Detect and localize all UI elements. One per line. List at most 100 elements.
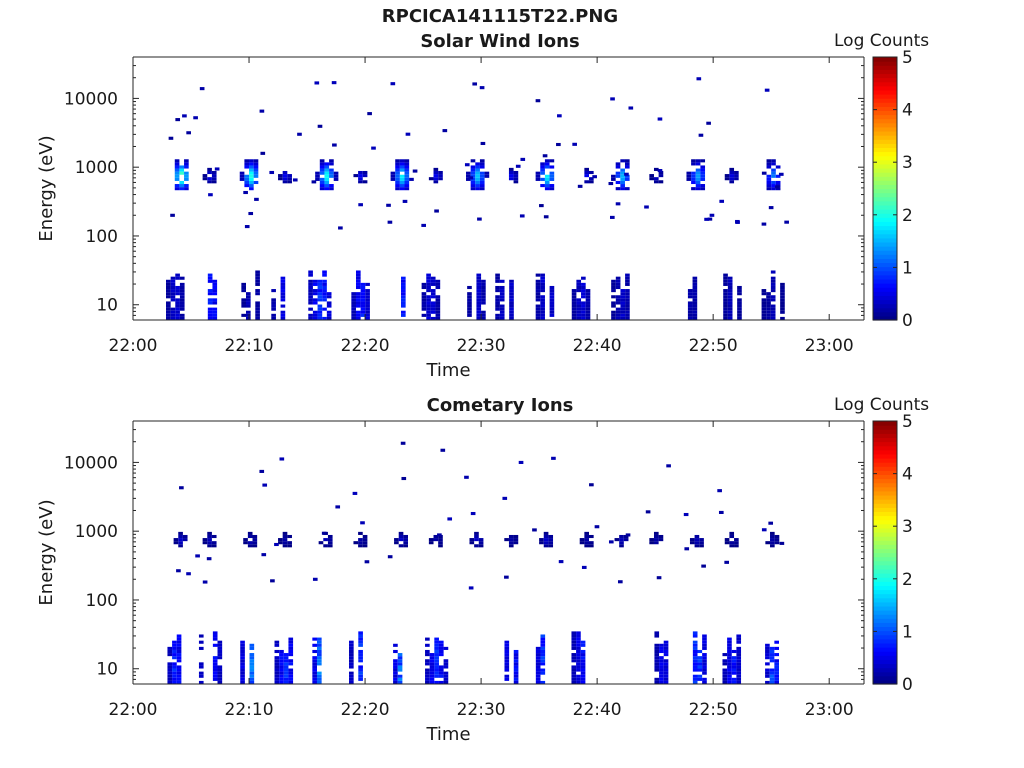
heatmap-cell — [326, 316, 332, 320]
heatmap-cell — [433, 167, 439, 171]
colorbar-swatch — [873, 106, 897, 112]
heatmap-cell — [625, 310, 630, 314]
x-tick-label: 22:20 — [341, 700, 390, 720]
heatmap-cell — [252, 538, 258, 542]
heatmap-cell — [611, 279, 616, 283]
heatmap-cell — [308, 279, 313, 283]
heatmap-cell — [360, 289, 366, 293]
heatmap-cell — [421, 298, 427, 302]
heatmap-cell — [540, 177, 545, 181]
heatmap-cell — [283, 656, 289, 660]
heatmap-cell — [467, 301, 472, 305]
heatmap-cell — [167, 653, 173, 657]
heatmap-cell — [438, 170, 443, 175]
heatmap-cell — [176, 653, 182, 657]
heatmap-cell — [654, 643, 660, 647]
heatmap-cell — [780, 295, 785, 299]
heatmap-cell — [549, 301, 555, 305]
heatmap-cell — [403, 544, 408, 548]
heatmap-cell — [659, 656, 664, 660]
heatmap-cell — [535, 677, 541, 681]
heatmap-cell — [308, 282, 313, 286]
heatmap-cell — [544, 180, 550, 185]
heatmap-cell — [736, 653, 742, 657]
heatmap-cell — [766, 304, 771, 308]
heatmap-cell — [212, 674, 218, 678]
heatmap-cell — [176, 646, 182, 650]
heatmap-cell — [168, 136, 174, 140]
heatmap-cell — [434, 668, 439, 672]
heatmap-cell — [736, 656, 742, 660]
heatmap-cell — [615, 295, 621, 299]
heatmap-cell — [701, 564, 706, 568]
heatmap-cell — [535, 282, 541, 286]
heatmap-cell — [312, 656, 317, 660]
heatmap-cell — [774, 668, 780, 672]
heatmap-cell — [312, 680, 317, 684]
heatmap-cell — [479, 165, 485, 169]
heatmap-cell — [426, 301, 431, 305]
heatmap-cell — [198, 662, 204, 666]
colorbar-tick-label: 1 — [902, 622, 913, 642]
colorbar-swatch — [873, 478, 897, 484]
heatmap-cell — [442, 129, 448, 133]
heatmap-cell — [509, 295, 514, 299]
heatmap-cell — [249, 665, 255, 669]
heatmap-cell — [576, 674, 581, 678]
heatmap-cell — [317, 282, 323, 286]
heatmap-cell — [576, 289, 582, 293]
heatmap-cell — [771, 162, 776, 166]
heatmap-cell — [702, 634, 707, 638]
heatmap-cell — [544, 184, 550, 188]
heatmap-cell — [399, 174, 405, 178]
heatmap-cell — [170, 295, 176, 299]
heatmap-cell — [477, 217, 482, 221]
heatmap-cell — [186, 572, 191, 576]
heatmap-cell — [761, 313, 767, 317]
heatmap-cell — [393, 674, 398, 678]
colorbar-swatch — [873, 237, 897, 243]
heatmap-cell — [287, 544, 292, 548]
heatmap-cell — [316, 674, 322, 678]
heatmap-cell — [362, 541, 368, 545]
heatmap-cell — [576, 653, 581, 657]
heatmap-cell — [365, 310, 370, 314]
heatmap-cell — [761, 222, 767, 226]
heatmap-cell — [252, 544, 258, 548]
heatmap-cell — [589, 541, 594, 545]
heatmap-cell — [425, 674, 430, 678]
heatmap-cell — [723, 273, 728, 277]
heatmap-cell — [312, 649, 317, 654]
colorbar-swatch — [873, 573, 897, 578]
heatmap-cell — [327, 538, 333, 542]
heatmap-cell — [692, 665, 698, 669]
heatmap-cell — [322, 285, 327, 290]
heatmap-cell — [255, 313, 260, 317]
heatmap-cell — [769, 677, 775, 681]
heatmap-cell — [479, 177, 485, 181]
heatmap-cell — [179, 301, 185, 305]
heatmap-cell — [173, 538, 179, 542]
heatmap-cell — [278, 174, 283, 178]
heatmap-cell — [438, 649, 444, 654]
heatmap-cell — [166, 316, 171, 320]
heatmap-cell — [581, 565, 587, 569]
colorbar-swatch — [873, 618, 897, 623]
heatmap-cell — [438, 674, 444, 678]
heatmap-cell — [170, 316, 176, 320]
heatmap-cell — [769, 671, 775, 675]
heatmap-cell — [611, 316, 616, 320]
colorbar-swatch — [873, 523, 897, 529]
heatmap-cell — [479, 187, 485, 191]
heatmap-cell — [729, 541, 735, 545]
heatmap-cell — [479, 86, 485, 90]
heatmap-cell — [624, 174, 630, 178]
heatmap-cell — [504, 668, 510, 672]
heatmap-cell — [544, 174, 550, 178]
heatmap-cell — [770, 541, 775, 545]
heatmap-cell — [765, 671, 770, 675]
heatmap-cell — [571, 313, 577, 317]
heatmap-cell — [316, 643, 322, 647]
heatmap-cell — [774, 640, 780, 644]
heatmap-cell — [770, 282, 776, 286]
